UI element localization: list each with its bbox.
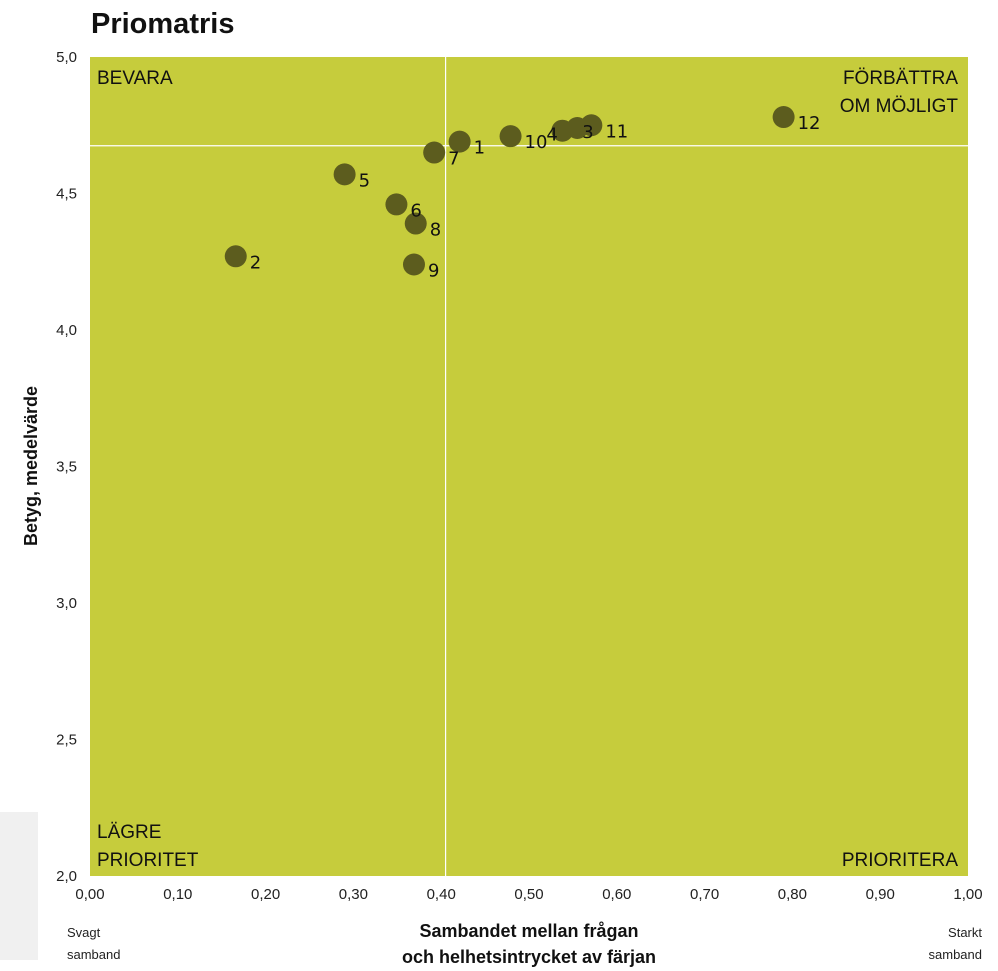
x-axis-title-line-1: Sambandet mellan frågan xyxy=(419,921,638,941)
y-tick-label: 2,5 xyxy=(56,732,77,749)
y-axis-title: Betyg, medelvärde xyxy=(21,386,41,546)
x-edge-label-weak-1: Svagt xyxy=(67,925,101,940)
scatter-point-12 xyxy=(772,106,795,129)
plot-area xyxy=(90,57,968,876)
x-tick-label: 0,60 xyxy=(602,886,631,903)
x-tick-label: 0,10 xyxy=(163,886,192,903)
point-label-10: 10 xyxy=(525,132,548,153)
scatter-point-1 xyxy=(448,130,471,153)
x-axis-title-line-2: och helhetsintrycket av färjan xyxy=(402,947,656,967)
x-tick-label: 0,90 xyxy=(866,886,895,903)
quadrant-label-lagre: LÄGRE xyxy=(97,822,161,843)
side-panel xyxy=(0,812,38,960)
x-edge-label-strong-1: Starkt xyxy=(948,925,982,940)
x-edge-label-strong-2: samband xyxy=(929,947,982,962)
x-axis-ticks: 0,00 0,10 0,20 0,30 0,40 0,50 0,60 0,70 0,80 0,90… xyxy=(75,886,982,903)
quadrant-label-forbattra: FÖRBÄTTRA xyxy=(843,68,958,89)
x-tick-label: 0,00 xyxy=(75,886,104,903)
scatter-point-9 xyxy=(402,253,425,276)
x-tick-label: 0,30 xyxy=(339,886,368,903)
y-tick-label: 4,0 xyxy=(56,322,77,339)
point-label-7: 7 xyxy=(448,149,459,170)
point-label-9: 9 xyxy=(428,260,439,281)
x-tick-label: 0,80 xyxy=(778,886,807,903)
y-tick-label: 4,5 xyxy=(56,186,77,203)
x-tick-label: 1,00 xyxy=(953,886,982,903)
point-label-12: 12 xyxy=(798,113,821,134)
quadrant-label-bevara: BEVARA xyxy=(97,68,173,89)
y-tick-label: 3,5 xyxy=(56,459,77,476)
scatter-point-10 xyxy=(499,125,522,148)
y-tick-label: 3,0 xyxy=(56,595,77,612)
point-label-5: 5 xyxy=(359,170,370,191)
y-axis-ticks: 2,0 2,5 3,0 3,5 4,0 4,5 5,0 xyxy=(56,49,77,885)
x-tick-label: 0,20 xyxy=(251,886,280,903)
quadrant-label-prioritet: PRIORITET xyxy=(97,850,199,871)
quadrant-label-prioritera: PRIORITERA xyxy=(842,850,958,871)
point-label-1: 1 xyxy=(474,138,485,159)
scatter-point-11 xyxy=(580,114,603,137)
scatter-point-8 xyxy=(404,212,427,235)
y-tick-label: 2,0 xyxy=(56,868,77,885)
quadrant-label-om-mojligt: OM MÖJLIGT xyxy=(840,96,959,117)
y-tick-label: 5,0 xyxy=(56,49,77,66)
chart-title: Priomatris xyxy=(91,8,234,40)
point-label-3: 3 xyxy=(582,122,593,143)
x-edge-label-weak-2: samband xyxy=(67,947,120,962)
point-label-4: 4 xyxy=(546,125,557,146)
scatter-point-7 xyxy=(423,141,446,164)
x-tick-label: 0,40 xyxy=(427,886,456,903)
scatter-point-2 xyxy=(224,245,247,268)
x-tick-label: 0,70 xyxy=(690,886,719,903)
point-label-6: 6 xyxy=(410,200,421,221)
scatter-point-5 xyxy=(333,163,356,186)
x-tick-label: 0,50 xyxy=(514,886,543,903)
scatter-point-6 xyxy=(385,193,408,216)
point-label-11: 11 xyxy=(605,121,628,142)
point-label-8: 8 xyxy=(430,220,441,241)
scatter-point-4 xyxy=(551,119,574,142)
point-label-2: 2 xyxy=(250,252,261,273)
